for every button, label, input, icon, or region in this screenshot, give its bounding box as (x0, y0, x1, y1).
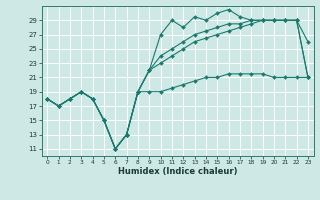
X-axis label: Humidex (Indice chaleur): Humidex (Indice chaleur) (118, 167, 237, 176)
